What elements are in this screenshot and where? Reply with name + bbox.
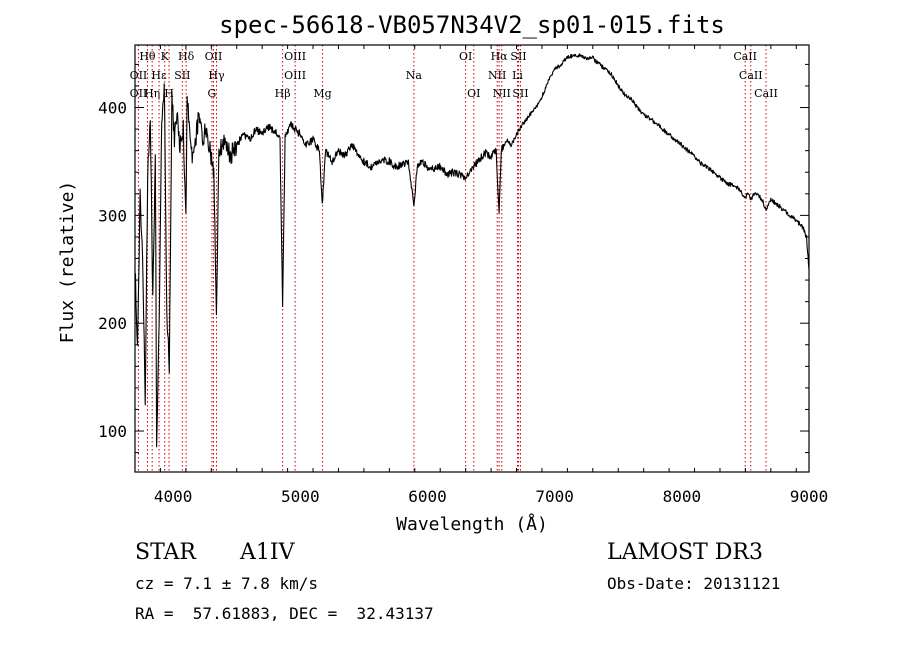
line-marker-label: CaII xyxy=(739,69,763,82)
axis-ticks: 4000 5000 6000 7000 8000 9000 100 200 300 400 xyxy=(98,45,828,506)
line-marker-label: Hβ xyxy=(275,87,291,100)
x-tick-label: 7000 xyxy=(535,487,574,506)
line-marker-label: OII xyxy=(205,50,223,63)
line-marker-label: OII xyxy=(130,87,148,100)
line-marker-label: K xyxy=(161,50,170,63)
line-marker-label: OIII xyxy=(284,69,306,82)
coordinates: RA = 57.61883, DEC = 32.43137 xyxy=(135,604,434,623)
line-marker-label: OI xyxy=(467,87,480,100)
plot-frame xyxy=(134,44,810,473)
line-marker-label: Na xyxy=(406,69,423,82)
chart-title: spec-56618-VB057N34V2_sp01-015.fits xyxy=(219,11,725,39)
x-tick-label: 6000 xyxy=(408,487,447,506)
line-marker-label: CaII xyxy=(754,87,778,100)
line-marker-label: NII xyxy=(488,69,506,82)
line-marker-label: H xyxy=(164,87,174,100)
x-tick-label: 4000 xyxy=(154,487,193,506)
spectrum-layer xyxy=(134,53,810,448)
line-marker-label: Hδ xyxy=(178,50,195,63)
x-tick-label: 8000 xyxy=(663,487,702,506)
object-subclass: A1IV xyxy=(240,540,295,565)
y-tick-label: 100 xyxy=(98,422,127,441)
y-tick-label: 200 xyxy=(98,314,127,333)
line-marker-label: Hε xyxy=(151,69,167,82)
line-marker-label: Hη xyxy=(144,87,160,100)
x-tick-label: 9000 xyxy=(790,487,829,506)
line-marker-label: OII xyxy=(130,69,148,82)
line-marker-label: CaII xyxy=(733,50,757,63)
line-marker-label: SII xyxy=(174,69,190,82)
y-tick-label: 400 xyxy=(98,99,127,118)
line-marker-label: SII xyxy=(512,87,528,100)
line-marker-label: Hθ xyxy=(139,50,156,63)
x-axis-label: Wavelength (Å) xyxy=(396,513,548,535)
x-tick-label: 5000 xyxy=(281,487,320,506)
line-marker-label: Mg xyxy=(313,87,331,100)
line-marker-label: G xyxy=(208,87,217,100)
redshift-value: cz = 7.1 ± 7.8 km/s xyxy=(135,574,319,593)
observation-date: Obs-Date: 20131121 xyxy=(607,574,781,593)
line-marker-label: OIII xyxy=(284,50,306,63)
line-marker-label: Hγ xyxy=(208,69,225,82)
survey-name: LAMOST DR3 xyxy=(607,540,763,565)
line-marker-label: Hα xyxy=(491,50,509,63)
line-marker-label: NII xyxy=(493,87,511,100)
object-class: STAR xyxy=(135,540,196,565)
line-marker-label: SII xyxy=(510,50,526,63)
line-marker-label: OI xyxy=(459,50,472,63)
line-marker-label: Li xyxy=(512,69,523,82)
spectrum-line xyxy=(134,53,810,448)
y-tick-label: 300 xyxy=(98,206,127,225)
y-axis-label: Flux (relative) xyxy=(57,181,78,344)
